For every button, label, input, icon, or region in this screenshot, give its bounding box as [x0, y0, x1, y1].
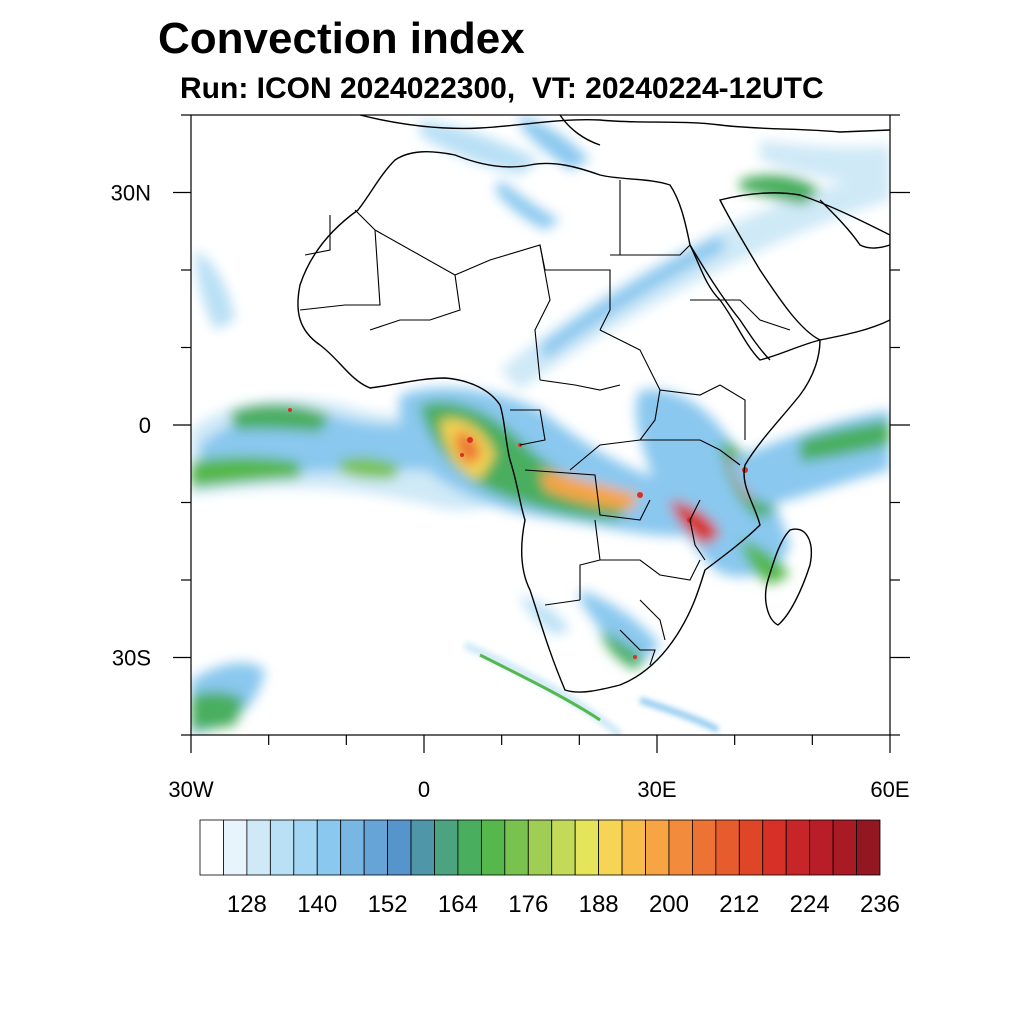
colorbar-label: 236 [860, 891, 900, 918]
colorbar-box [668, 819, 693, 876]
chart-subtitle: Run: ICON 2024022300, VT: 20240224-12UTC [180, 72, 824, 105]
colorbar-label: 212 [719, 891, 759, 918]
colorbar-box [316, 819, 342, 876]
colorbar-box [223, 819, 248, 876]
colorbar-label: 128 [227, 891, 267, 918]
colorbar-box [269, 819, 295, 876]
colorbar-box [692, 819, 717, 876]
axis-ticks: 30N 0 30S 30W 0 30E 60E [111, 114, 910, 802]
colorbar-box [645, 819, 670, 876]
colorbar-box [574, 819, 600, 876]
colorbar-label: 140 [297, 891, 337, 918]
colorbar-box [551, 819, 576, 876]
colorbar-box [199, 819, 224, 876]
colorbar-box [410, 819, 435, 876]
convection-field [191, 115, 890, 735]
lon-tick-label: 30W [168, 777, 213, 802]
colorbar-box [856, 819, 881, 876]
coastlines [297, 115, 890, 693]
lon-tick-label: 60E [870, 777, 909, 802]
colorbar-box [762, 819, 787, 876]
colorbar-label: 176 [508, 891, 548, 918]
colorbar-box [457, 819, 482, 876]
colorbar-label: 200 [649, 891, 689, 918]
colorbar-box [832, 819, 857, 876]
colorbar-box [809, 819, 834, 876]
colorbar-box [715, 819, 740, 876]
colorbar-box [434, 819, 459, 876]
colorbar-label: 188 [579, 891, 619, 918]
colorbar-box [527, 819, 553, 876]
lat-tick-label: 0 [139, 413, 151, 438]
colorbar-box [480, 819, 506, 876]
chart-title: Convection index [158, 14, 525, 63]
colorbar-box [785, 819, 811, 876]
colorbar-label: 224 [790, 891, 830, 918]
colorbar-box [387, 819, 412, 876]
colorbar-box [340, 819, 365, 876]
colorbar-label: 164 [438, 891, 478, 918]
colorbar-box [621, 819, 646, 876]
lat-tick-label: 30N [111, 181, 151, 206]
colorbar-label: 152 [368, 891, 408, 918]
colorbar-box [504, 819, 529, 876]
colorbar: 128 140 152 164 176 188 200 212 224 236 [199, 819, 900, 918]
colorbar-box [363, 819, 388, 876]
lon-tick-label: 0 [418, 777, 430, 802]
colorbar-box [246, 819, 271, 876]
colorbar-box [293, 819, 318, 876]
lon-tick-label: 30E [637, 777, 676, 802]
colorbar-box [598, 819, 623, 876]
colorbar-box [738, 819, 764, 876]
lat-tick-label: 30S [112, 646, 151, 671]
country-borders [299, 180, 791, 666]
